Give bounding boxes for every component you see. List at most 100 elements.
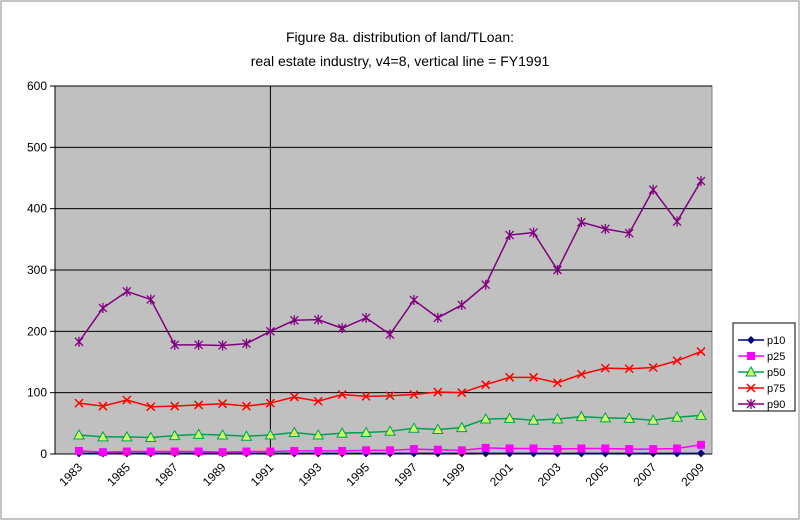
marker	[696, 176, 706, 187]
marker	[192, 428, 205, 439]
marker	[241, 401, 251, 411]
marker	[216, 428, 229, 440]
marker	[168, 429, 181, 441]
marker	[625, 445, 634, 454]
marker	[384, 425, 396, 436]
marker	[433, 387, 443, 397]
marker	[146, 294, 156, 305]
marker	[457, 299, 467, 310]
legend-label: p10	[767, 335, 785, 347]
marker	[433, 445, 442, 454]
marker	[74, 336, 84, 347]
marker	[218, 340, 227, 351]
marker	[577, 444, 586, 453]
marker	[481, 380, 491, 390]
marker	[457, 388, 467, 398]
marker	[747, 336, 755, 344]
chart-title: real estate industry, v4=8, vertical lin…	[251, 53, 550, 69]
y-tick-label: 400	[27, 202, 47, 216]
marker	[240, 430, 253, 441]
marker	[648, 184, 658, 195]
marker	[552, 378, 562, 388]
marker	[362, 446, 371, 455]
marker	[433, 312, 443, 323]
marker	[144, 431, 157, 442]
marker	[431, 423, 444, 434]
marker	[697, 449, 705, 458]
marker	[649, 445, 658, 454]
marker	[73, 428, 85, 440]
marker	[505, 230, 515, 241]
marker	[457, 446, 466, 455]
marker	[313, 314, 323, 325]
marker	[505, 372, 515, 382]
marker	[747, 352, 755, 360]
marker	[337, 323, 347, 334]
marker	[98, 401, 108, 411]
marker	[576, 369, 586, 379]
marker	[600, 223, 610, 234]
marker	[338, 446, 347, 455]
marker	[242, 338, 251, 349]
y-tick-label: 300	[27, 263, 47, 277]
marker	[98, 303, 108, 314]
marker	[336, 427, 349, 438]
marker	[600, 363, 610, 373]
marker	[312, 428, 325, 440]
marker	[194, 400, 204, 410]
marker	[122, 286, 132, 297]
marker	[146, 402, 156, 412]
legend-label: p90	[767, 399, 785, 411]
marker	[314, 446, 323, 455]
legend-label: p25	[767, 351, 785, 363]
marker	[673, 444, 682, 453]
marker	[218, 448, 227, 457]
marker	[481, 443, 490, 452]
marker	[624, 228, 634, 239]
marker	[194, 339, 204, 350]
legend-label: p75	[767, 383, 785, 395]
marker	[529, 227, 538, 238]
marker	[695, 409, 707, 420]
marker	[529, 444, 538, 453]
marker	[264, 428, 277, 440]
marker	[194, 447, 203, 456]
marker	[218, 399, 228, 409]
y-tick-label: 600	[27, 79, 47, 93]
marker	[170, 401, 180, 411]
marker	[647, 414, 660, 425]
marker	[671, 411, 683, 422]
marker	[361, 391, 371, 401]
marker	[529, 372, 539, 382]
marker	[409, 389, 419, 400]
marker	[408, 422, 420, 433]
marker	[120, 430, 133, 442]
marker	[623, 412, 636, 423]
marker	[337, 389, 347, 400]
marker	[313, 396, 323, 406]
marker	[97, 430, 109, 442]
marker	[697, 440, 705, 449]
marker	[170, 447, 179, 456]
marker	[288, 426, 301, 438]
y-tick-label: 0	[40, 447, 47, 461]
y-tick-label: 200	[27, 324, 47, 338]
marker	[75, 446, 83, 455]
marker	[360, 426, 372, 438]
marker	[265, 326, 275, 337]
marker	[290, 446, 299, 455]
marker	[527, 414, 540, 425]
marker	[553, 445, 562, 454]
marker	[575, 410, 588, 422]
marker	[481, 279, 491, 290]
marker	[746, 399, 756, 409]
y-tick-label: 500	[27, 140, 47, 154]
marker	[289, 315, 299, 326]
marker	[553, 265, 562, 275]
marker	[265, 398, 275, 408]
marker	[266, 447, 275, 456]
marker	[409, 295, 419, 306]
marker	[289, 392, 299, 402]
marker	[745, 365, 757, 377]
